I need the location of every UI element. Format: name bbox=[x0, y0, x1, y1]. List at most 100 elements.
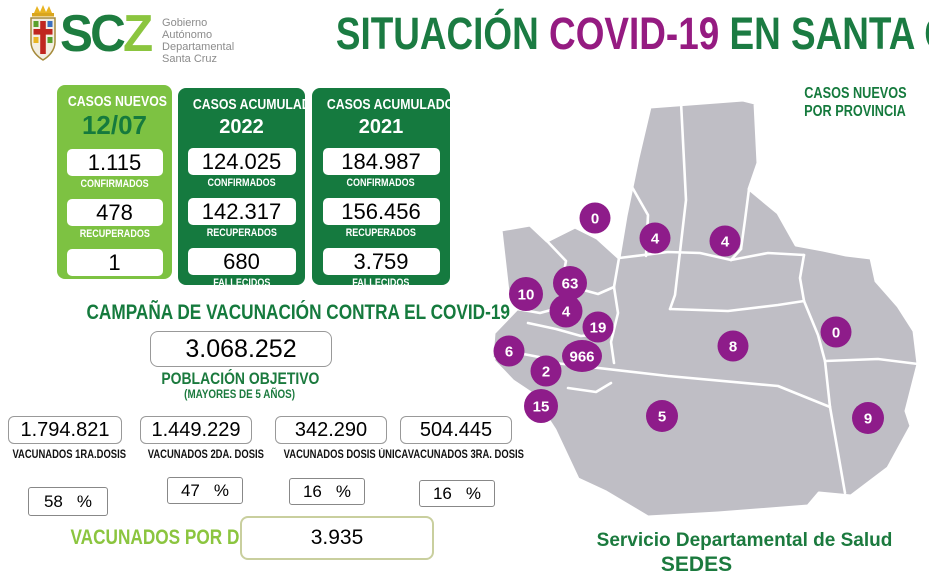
stat-label: FALLECIDOS bbox=[352, 277, 410, 289]
stat-box-title: CASOS ACUMULADOS bbox=[326, 96, 463, 113]
province-badge: 63 bbox=[553, 266, 587, 300]
dose3-value: 504.445 bbox=[400, 416, 512, 444]
stat-value-recuperados: 156.456 bbox=[322, 198, 440, 225]
stat-value-recuperados: 142.317 bbox=[187, 198, 296, 225]
logo: SCZ Gobierno Autónomo Departamental Sant… bbox=[26, 4, 234, 69]
province-badge: 8 bbox=[717, 330, 749, 362]
dose-label-text: VACUNADOS 3RA. DOSIS bbox=[407, 449, 524, 461]
percent-sign: % bbox=[213, 480, 230, 500]
province-badge: 5 bbox=[646, 400, 678, 432]
campaign-title-text: CAMPAÑA DE VACUNACIÓN CONTRA EL COVID-19 bbox=[86, 301, 510, 324]
target-population-sublabel: (MAYORES DE 5 AÑOS) bbox=[130, 387, 350, 401]
campaign-title: CAMPAÑA DE VACUNACIÓN CONTRA EL COVID-19 bbox=[40, 301, 510, 325]
stat-label: RECUPERADOS bbox=[206, 227, 277, 239]
stat-label: CONFIRMADOS bbox=[207, 177, 276, 189]
stat-label: RECUPERADOS bbox=[345, 227, 417, 239]
coat-of-arms-icon bbox=[26, 4, 60, 69]
svg-text:10: 10 bbox=[518, 287, 535, 304]
stat-label: CONFIRMADOS bbox=[80, 178, 149, 190]
page-title: SITUACIÓN COVID-19 EN SANTA CRUZ bbox=[260, 8, 929, 59]
percent-sign: % bbox=[465, 483, 482, 503]
stat-value-fallecidos: 3.759 bbox=[322, 248, 440, 275]
map-header-line1: CASOS NUEVOS bbox=[803, 85, 907, 102]
org-line: Departamental bbox=[162, 41, 235, 53]
percent-sign: % bbox=[335, 481, 352, 501]
stat-value-confirmados: 184.987 bbox=[322, 148, 440, 175]
percent-value: 47 bbox=[180, 480, 200, 500]
province-map: 0 4 4 63 10 4 19 6 966 8 0 2 15 5 9 bbox=[478, 95, 929, 550]
percent-sign: % bbox=[76, 491, 93, 511]
svg-text:966: 966 bbox=[569, 349, 594, 366]
province-badge: 19 bbox=[582, 311, 614, 343]
province-badge: 4 bbox=[549, 294, 583, 328]
map-header-line2: POR PROVINCIA bbox=[804, 103, 906, 120]
province-badge: 0 bbox=[820, 316, 852, 348]
stat-label: FALLECIDOS bbox=[85, 278, 144, 290]
title-segment: EN SANTA CRUZ bbox=[729, 8, 929, 59]
svg-text:4: 4 bbox=[651, 231, 660, 248]
logo-acronym-sc: SC bbox=[60, 5, 126, 63]
dose-unique-percent: 16% bbox=[289, 478, 365, 505]
svg-text:2: 2 bbox=[542, 364, 550, 381]
svg-text:9: 9 bbox=[864, 411, 872, 428]
santa-cruz-map-svg: 0 4 4 63 10 4 19 6 966 8 0 2 15 5 9 bbox=[490, 98, 920, 519]
stat-box-date: 12/07 bbox=[81, 110, 148, 140]
dose2-percent: 47% bbox=[167, 477, 243, 504]
svg-text:0: 0 bbox=[832, 325, 840, 342]
logo-acronym-z: Z bbox=[122, 5, 153, 63]
stat-box-casos-nuevos: CASOS NUEVOS 12/07 1.115 CONFIRMADOS 478… bbox=[57, 85, 172, 290]
province-case-badges: 0 4 4 63 10 4 19 6 966 8 0 2 15 5 9 bbox=[493, 202, 884, 434]
stat-label: FALLECIDOS bbox=[212, 277, 271, 289]
dose-label-text: VACUNADOS 1RA.DOSIS bbox=[12, 449, 126, 461]
province-badge: 2 bbox=[530, 355, 562, 387]
target-sublabel-text: (MAYORES DE 5 AÑOS) bbox=[184, 387, 296, 401]
dose1-value: 1.794.821 bbox=[8, 416, 122, 444]
dose3-percent: 16% bbox=[419, 480, 495, 507]
dose-label-text: VACUNADOS DOSIS ÚNICA bbox=[283, 449, 409, 461]
dose1-percent: 58% bbox=[28, 487, 108, 516]
dose2-value: 1.449.229 bbox=[140, 416, 252, 444]
title-segment-covid: COVID-19 bbox=[549, 8, 720, 59]
province-badge: 9 bbox=[852, 402, 884, 434]
svg-text:15: 15 bbox=[533, 399, 550, 416]
footer-org-name: Servicio Departamental de Salud bbox=[596, 530, 893, 551]
province-badge: 4 bbox=[639, 222, 671, 254]
logo-acronym: SCZ bbox=[60, 4, 153, 64]
dose-label-text: VACUNADOS 2DA. DOSIS bbox=[147, 449, 264, 461]
stat-box-year: 2021 bbox=[358, 116, 404, 138]
stat-value-fallecidos: 680 bbox=[187, 248, 296, 275]
logo-org-name: Gobierno Autónomo Departamental Santa Cr… bbox=[162, 17, 234, 65]
dose3-label: VACUNADOS 3RA. DOSIS bbox=[395, 449, 524, 461]
target-population-value: 3.068.252 bbox=[150, 331, 332, 367]
svg-text:0: 0 bbox=[591, 211, 599, 228]
org-line: Autónomo bbox=[162, 29, 213, 41]
province-badge: 10 bbox=[509, 277, 543, 311]
stat-label: RECUPERADOS bbox=[79, 228, 150, 240]
svg-text:4: 4 bbox=[562, 304, 571, 321]
title-segment: SITUACIÓN bbox=[335, 8, 550, 59]
province-badge: 6 bbox=[493, 335, 525, 367]
stat-value-confirmados: 124.025 bbox=[187, 148, 296, 175]
province-badge: 15 bbox=[524, 389, 558, 423]
stat-box-title: CASOS NUEVOS bbox=[67, 93, 167, 110]
dose-unique-value: 342.290 bbox=[275, 416, 387, 444]
stat-value-confirmados: 1.115 bbox=[66, 149, 163, 176]
percent-value: 16 bbox=[302, 481, 322, 501]
per-day-value: 3.935 bbox=[240, 516, 434, 560]
svg-text:5: 5 bbox=[658, 409, 666, 426]
svg-text:19: 19 bbox=[590, 320, 607, 337]
stat-box-year: 2022 bbox=[219, 116, 264, 138]
org-line: Santa Cruz bbox=[162, 53, 218, 65]
province-badge: 0 bbox=[579, 202, 611, 234]
stat-value-recuperados: 478 bbox=[66, 199, 163, 226]
dose2-label: VACUNADOS 2DA. DOSIS bbox=[135, 449, 264, 461]
province-badge: 966 bbox=[562, 340, 602, 372]
target-population-label: POBLACIÓN OBJETIVO bbox=[130, 369, 350, 389]
stat-box-title: CASOS ACUMULADOS bbox=[192, 96, 329, 113]
department-outline bbox=[490, 98, 920, 519]
dose-unique-label: VACUNADOS DOSIS ÚNICA bbox=[270, 449, 409, 461]
svg-text:63: 63 bbox=[562, 276, 579, 293]
map-header: CASOS NUEVOS POR PROVINCIA bbox=[780, 85, 929, 121]
footer: Servicio Departamental de Salud SEDES bbox=[560, 529, 929, 577]
